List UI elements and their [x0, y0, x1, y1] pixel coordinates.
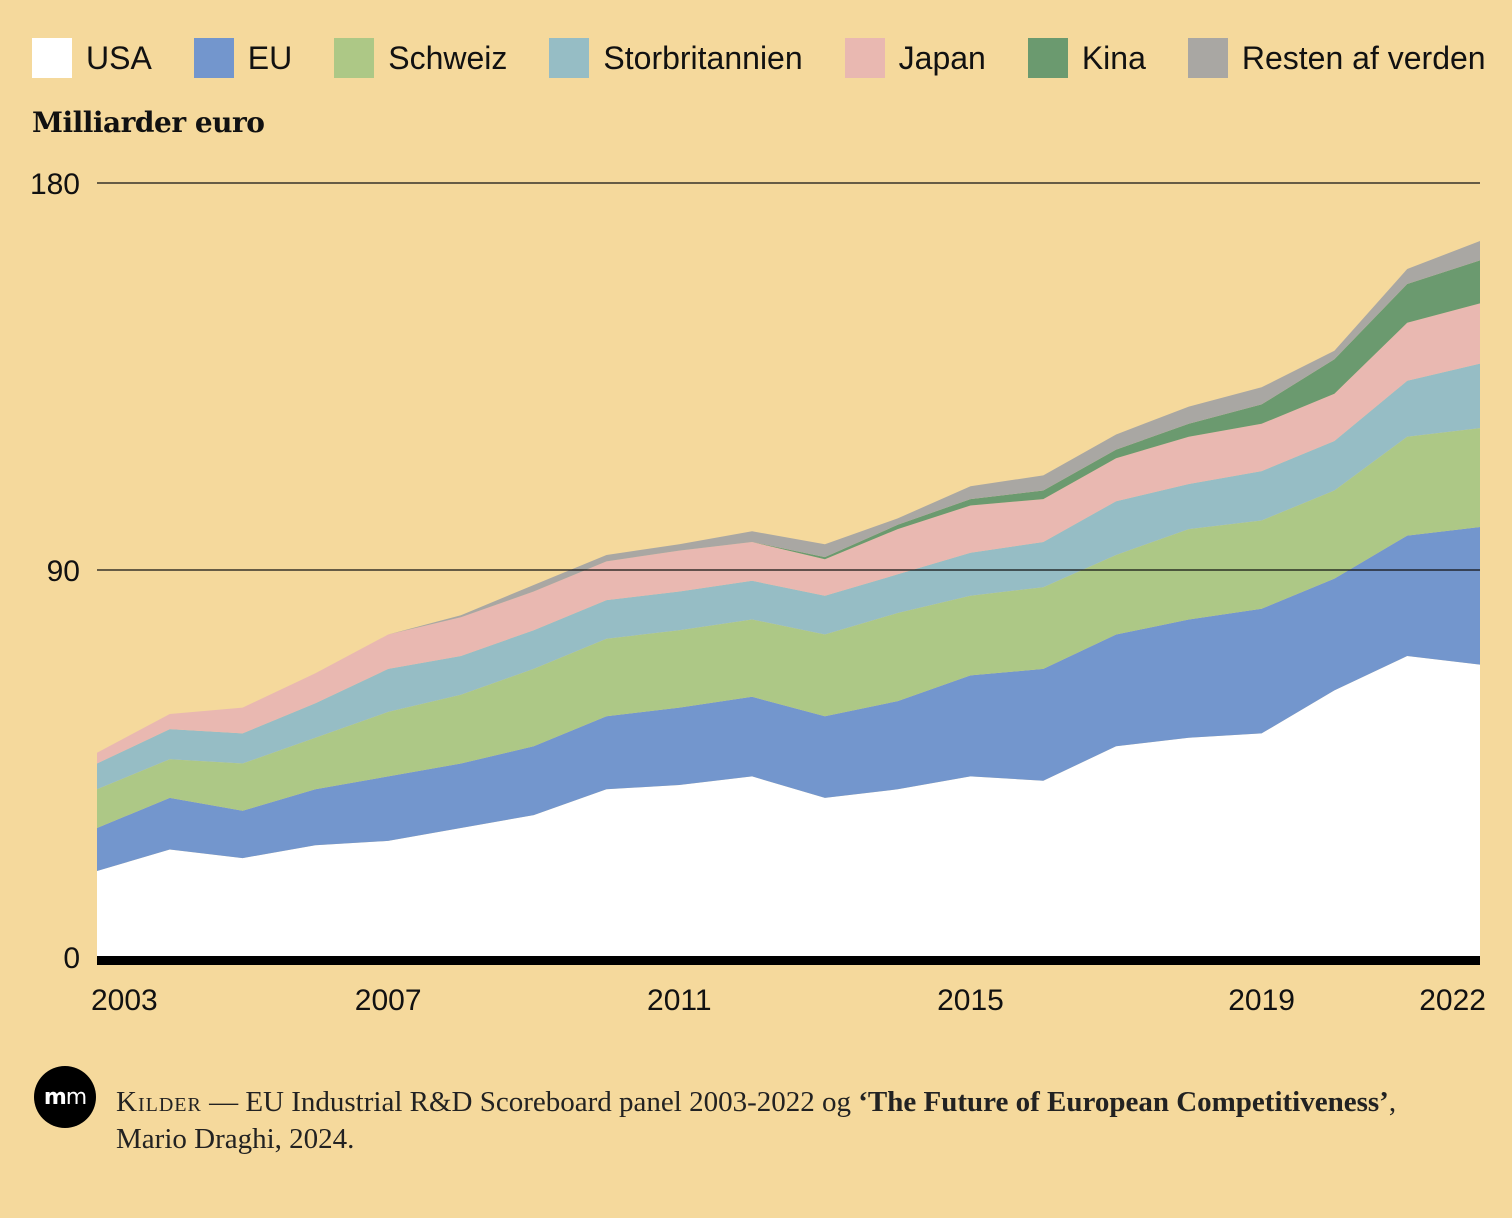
legend-label: Kina — [1081, 40, 1146, 76]
area-layers — [97, 241, 1480, 957]
y-tick-labels: 0 90 180 — [30, 168, 80, 975]
area-eu — [97, 527, 1480, 871]
legend-swatch — [193, 38, 234, 78]
legend-item: Kina — [1027, 38, 1146, 78]
y-axis-unit-label: Milliarder euro — [32, 106, 265, 139]
legend-swatch — [549, 38, 590, 78]
legend-item: Schweiz — [334, 38, 507, 78]
legend-item: Resten af verden — [1187, 38, 1486, 78]
legend-item: Japan — [844, 38, 986, 78]
legend-swatch — [1027, 38, 1068, 78]
y-tick-label: 180 — [30, 168, 80, 201]
source-heading: Kilder — [116, 1086, 202, 1118]
legend-item: Storbritannien — [549, 38, 803, 78]
legend-label: USA — [86, 40, 152, 76]
area-schweiz — [97, 428, 1480, 828]
legend-item: EU — [193, 38, 293, 78]
legend-label: Resten af verden — [1241, 40, 1486, 76]
x-tick-label: 2015 — [937, 984, 1004, 1017]
y-tick-label: 0 — [63, 942, 80, 975]
x-tick-label: 2003 — [91, 984, 158, 1017]
x-tick-label: 2022 — [1419, 984, 1486, 1017]
legend-item: USA — [32, 38, 152, 78]
legend-label: Storbritannien — [603, 40, 803, 76]
gridlines — [97, 182, 1480, 965]
x-tick-labels: 2003 2007 2011 2015 2019 2022 — [91, 984, 1486, 1017]
legend-label: EU — [247, 40, 293, 76]
area-storbritannien — [97, 363, 1480, 790]
stacked-area-chart: 0 90 180 2003 2007 2011 2015 2019 2022 — [30, 168, 1486, 1017]
legend-label: Japan — [898, 40, 986, 76]
source-note: Kilder — EU Industrial R&D Scoreboard pa… — [116, 1086, 1397, 1155]
legend: USA EU Schweiz Storbritannien Japan Kina Reste… — [32, 38, 1486, 78]
legend-swatch — [844, 38, 885, 78]
legend-swatch — [32, 38, 72, 78]
x-tick-label: 2011 — [647, 984, 712, 1017]
y-tick-label: 90 — [47, 555, 80, 588]
legend-label: Schweiz — [388, 40, 508, 76]
x-tick-label: 2019 — [1228, 984, 1295, 1017]
x-tick-label: 2007 — [355, 984, 422, 1017]
area-japan — [97, 303, 1480, 764]
baseline — [97, 956, 1480, 965]
area-usa — [97, 656, 1480, 957]
legend-swatch — [334, 38, 375, 78]
legend-swatch — [1187, 38, 1228, 78]
